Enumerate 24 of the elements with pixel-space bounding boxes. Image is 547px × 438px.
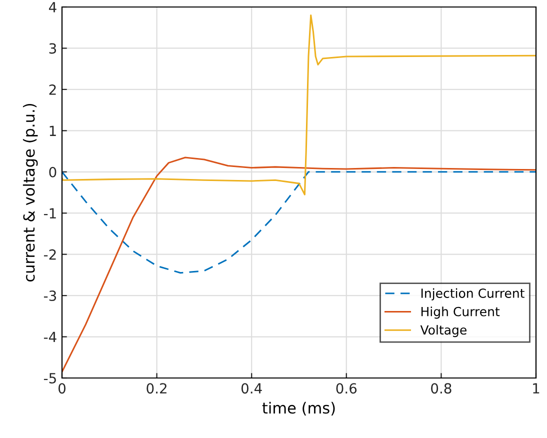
y-tick-label: 0 <box>49 166 56 178</box>
x-tick-label: 0.2 <box>146 383 166 394</box>
x-tick-label: 0.8 <box>431 383 452 394</box>
x-tick-label: 0 <box>58 383 66 394</box>
y-axis-title: current & voltage (p.u.) <box>22 104 38 282</box>
legend-label: Voltage <box>420 324 466 338</box>
y-tick-label: -2 <box>44 249 56 260</box>
line-series <box>62 156 536 373</box>
x-tick-label: 0.4 <box>241 383 262 394</box>
legend-label: Injection Current <box>421 288 524 300</box>
y-tick-label: 2 <box>49 84 56 95</box>
x-tick-label: 1 <box>533 383 540 394</box>
y-tick-label: -5 <box>44 373 56 384</box>
y-tick-label: -3 <box>44 290 56 302</box>
y-tick-label: -1 <box>44 208 56 218</box>
x-axis-title: time (ms) <box>262 402 335 416</box>
y-tick-label: -4 <box>44 332 56 342</box>
y-tick-label: 3 <box>49 43 56 54</box>
legend-label: High Current <box>421 306 500 319</box>
line-series <box>62 171 536 274</box>
y-tick-label: 1 <box>50 126 56 136</box>
y-tick-label: 4 <box>48 2 56 12</box>
line-series <box>62 14 536 196</box>
x-tick-label: 0.6 <box>336 383 357 394</box>
